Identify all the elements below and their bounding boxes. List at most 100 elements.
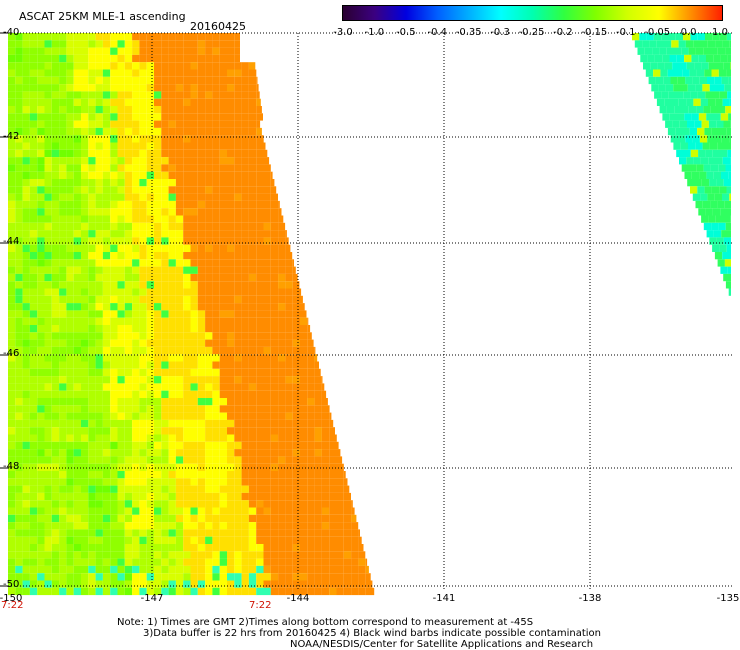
- swath-pixel: [88, 40, 96, 48]
- swath-pixel: [212, 237, 220, 245]
- swath-pixel: [321, 471, 330, 479]
- swath-pixel: [95, 558, 103, 566]
- swath-pixel: [278, 376, 286, 384]
- lat-label: -40: [3, 27, 20, 38]
- swath-pixel: [110, 551, 118, 559]
- swath-pixel: [95, 135, 103, 143]
- swath-pixel: [248, 485, 257, 493]
- swath-pixel: [292, 463, 300, 471]
- swath-pixel: [161, 478, 169, 486]
- swath-pixel: [292, 332, 300, 340]
- swath-pixel: [44, 441, 52, 450]
- swath-pixel: [256, 244, 264, 252]
- swath-pixel: [59, 113, 67, 121]
- swath-pixel: [8, 222, 16, 231]
- swath-pixel: [51, 456, 60, 464]
- swath-pixel: [29, 62, 38, 70]
- swath-pixel: [22, 587, 30, 596]
- swath-pixel: [724, 142, 731, 150]
- swath-pixel: [248, 230, 257, 238]
- swath-pixel: [212, 295, 220, 304]
- swath-pixel: [278, 339, 286, 347]
- swath-pixel: [285, 288, 293, 296]
- swath-pixel: [190, 295, 198, 304]
- swath-pixel: [154, 266, 162, 274]
- swath-pixel: [234, 558, 242, 566]
- swath-pixel: [270, 295, 279, 304]
- swath-pixel: [132, 40, 140, 48]
- swath-pixel: [688, 106, 697, 114]
- swath-pixel: [8, 456, 16, 464]
- swath-pixel: [102, 142, 111, 150]
- swath-pixel: [95, 237, 103, 245]
- swath-pixel: [219, 266, 227, 274]
- swath-pixel: [8, 310, 16, 318]
- swath-pixel: [51, 62, 60, 70]
- swath-pixel: [234, 157, 242, 165]
- swath-pixel: [640, 54, 648, 63]
- swath-pixel: [168, 295, 176, 304]
- swath-pixel: [22, 186, 30, 194]
- swath-pixel: [139, 98, 147, 106]
- swath-pixel: [212, 222, 220, 231]
- swath-pixel: [175, 193, 184, 201]
- swath-pixel: [227, 332, 235, 340]
- swath-pixel: [190, 478, 198, 486]
- swath-pixel: [139, 500, 147, 508]
- swath-pixel: [29, 419, 38, 428]
- swath-pixel: [132, 485, 140, 493]
- swath-pixel: [256, 405, 264, 413]
- swath-pixel: [102, 288, 111, 296]
- swath-pixel: [51, 390, 60, 398]
- swath-pixel: [270, 558, 279, 566]
- swath-pixel: [15, 113, 23, 121]
- swath-pixel: [132, 237, 140, 245]
- swath-pixel: [88, 434, 96, 442]
- swath-pixel: [689, 164, 697, 172]
- swath-pixel: [702, 84, 710, 92]
- swath-pixel: [263, 303, 271, 311]
- swath-pixel: [8, 507, 16, 515]
- swath-pixel: [117, 376, 125, 384]
- swath-pixel: [248, 215, 257, 223]
- swath-pixel: [154, 500, 162, 508]
- swath-pixel: [59, 142, 67, 150]
- swath-pixel: [59, 522, 67, 530]
- swath-pixel: [285, 500, 293, 508]
- swath-pixel: [110, 310, 118, 318]
- swath-pixel: [241, 536, 249, 544]
- swath-pixel: [197, 565, 206, 574]
- swath-pixel: [197, 471, 206, 479]
- swath-pixel: [146, 405, 154, 413]
- swath-pixel: [124, 376, 133, 384]
- swath-pixel: [692, 135, 700, 143]
- swath-pixel: [37, 441, 45, 450]
- swath-pixel: [154, 325, 162, 333]
- swath-pixel: [117, 171, 125, 179]
- swath-pixel: [212, 339, 220, 347]
- swath-pixel: [117, 354, 125, 362]
- swath-pixel: [81, 84, 89, 92]
- swath-pixel: [241, 485, 249, 493]
- swath-pixel: [44, 317, 52, 325]
- swath-pixel: [678, 135, 686, 143]
- swath-pixel: [146, 565, 154, 574]
- swath-pixel: [168, 273, 176, 282]
- swath-pixel: [197, 179, 206, 187]
- swath-pixel: [168, 544, 176, 552]
- swath-pixel: [175, 303, 184, 311]
- swath-pixel: [285, 244, 291, 252]
- swath-pixel: [102, 390, 111, 398]
- swath-pixel: [124, 580, 133, 588]
- swath-pixel: [161, 273, 169, 282]
- swath-pixel: [256, 478, 264, 486]
- swath-pixel: [161, 317, 169, 325]
- swath-pixel: [219, 580, 227, 588]
- swath-pixel: [117, 427, 125, 435]
- swath-pixel: [256, 149, 264, 158]
- swath-pixel: [29, 149, 38, 158]
- swath-pixel: [278, 405, 286, 413]
- swath-pixel: [161, 544, 169, 552]
- swath-pixel: [95, 171, 103, 179]
- swath-pixel: [44, 164, 52, 172]
